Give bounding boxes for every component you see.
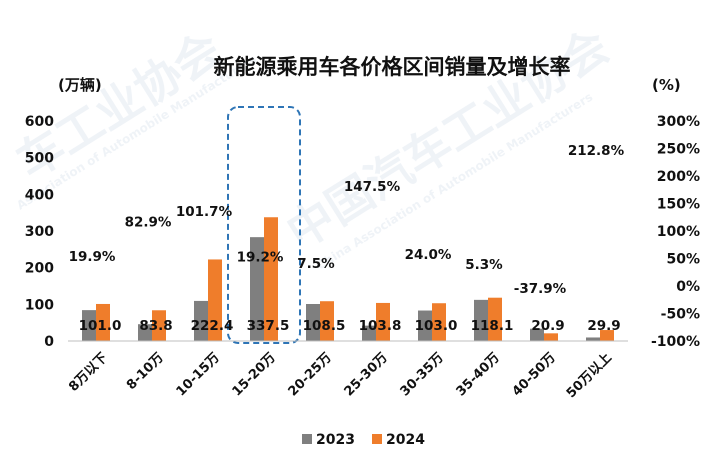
left-tick-label: 400 (25, 187, 54, 203)
bar-2024 (96, 303, 110, 341)
growth-label: 212.8% (568, 143, 625, 159)
x-tick-label: 15-20万 (230, 350, 279, 399)
right-tick-label: 300% (657, 114, 700, 130)
right-tick-label: 50% (666, 252, 700, 268)
bar-2024 (600, 330, 614, 341)
value-label: 118.1 (471, 318, 514, 334)
bar-2023 (362, 325, 376, 341)
growth-label: -37.9% (514, 281, 567, 297)
x-tick-label: 10-15万 (174, 350, 223, 399)
legend: 2023 2024 (302, 432, 425, 448)
bar-2024 (432, 303, 446, 341)
x-tick-label: 8-10万 (124, 350, 167, 393)
x-axis: 8万以下 8-10万 10-15万 15-20万 20-25万 25-30万 30-35万 3… (66, 350, 615, 401)
bar-2024 (264, 217, 278, 341)
right-tick-label: 100% (657, 224, 700, 240)
bar-2024 (208, 259, 222, 341)
x-tick-label: 20-25万 (286, 350, 335, 399)
right-tick-label: 150% (657, 197, 700, 213)
x-tick-label: 40-50万 (510, 350, 559, 399)
bar-2023 (138, 324, 152, 341)
right-tick-label: 0% (676, 279, 700, 295)
right-axis: 300% 250% 200% 150% 100% 50% 0% -50% -100% (651, 114, 700, 350)
left-tick-label: 100 (25, 297, 54, 313)
left-tick-label: 300 (25, 224, 54, 240)
value-label: 108.5 (303, 318, 346, 334)
x-tick-label: 35-40万 (454, 350, 503, 399)
bar-2023 (82, 310, 96, 341)
bar-2024 (488, 297, 502, 341)
value-label: 20.9 (531, 318, 564, 334)
value-label: 103.0 (415, 318, 458, 334)
left-axis: 600 500 400 300 200 100 0 (25, 114, 54, 350)
legend-label-2023: 2023 (316, 432, 355, 448)
bar-2023 (474, 299, 488, 341)
legend-label-2024: 2024 (386, 432, 425, 448)
bar-2024 (152, 310, 166, 341)
growth-label: 19.2% (237, 249, 284, 265)
bar-2024 (376, 302, 390, 341)
growth-label: 147.5% (344, 179, 401, 195)
value-label: 83.8 (139, 318, 172, 334)
right-tick-label: -50% (661, 307, 700, 323)
value-label: 101.0 (79, 318, 122, 334)
legend-swatch-2024 (372, 434, 382, 444)
bar-2023 (194, 300, 208, 341)
growth-label: 101.7% (176, 204, 233, 220)
value-labels: 101.0 83.8 222.4 337.5 108.5 103.8 103.0 118.1 2… (79, 318, 621, 334)
x-tick-label: 50万以上 (564, 350, 615, 401)
left-axis-unit: (万辆) (58, 76, 102, 94)
right-tick-label: -100% (651, 334, 700, 350)
bar-2024 (320, 301, 334, 341)
growth-label: 5.3% (465, 257, 503, 273)
left-tick-label: 600 (25, 114, 54, 130)
x-tick-label: 8万以下 (66, 350, 111, 395)
highlight-box (227, 106, 301, 344)
x-tick-label: 25-30万 (342, 350, 391, 399)
legend-swatch-2023 (302, 434, 312, 444)
bar-2023 (250, 237, 264, 341)
value-label: 29.9 (587, 318, 620, 334)
value-label: 103.8 (359, 318, 402, 334)
right-axis-unit: (%) (652, 76, 681, 94)
bar-2023 (306, 304, 320, 341)
value-label: 222.4 (191, 318, 234, 334)
x-tick-label: 30-35万 (398, 350, 447, 399)
bar-2024 (544, 333, 558, 341)
chart-title: 新能源乘用车各价格区间销量及增长率 (214, 55, 571, 79)
bar-2023 (530, 328, 544, 341)
bar-2023 (418, 310, 432, 341)
growth-label: 19.9% (69, 249, 116, 265)
left-tick-label: 0 (44, 334, 54, 350)
growth-label: 24.0% (405, 247, 452, 263)
bar-2023 (586, 337, 600, 341)
growth-label: 82.9% (125, 214, 172, 230)
growth-label: 7.5% (297, 256, 335, 272)
bars (68, 217, 628, 342)
left-tick-label: 500 (25, 151, 54, 167)
left-tick-label: 200 (25, 261, 54, 277)
growth-labels: 19.9% 82.9%101.7% 19.2% 7.5% 147.5% 24.0% 5.3%… (69, 143, 625, 297)
value-label: 337.5 (247, 318, 290, 334)
right-tick-label: 250% (657, 142, 700, 158)
right-tick-label: 200% (657, 169, 700, 185)
